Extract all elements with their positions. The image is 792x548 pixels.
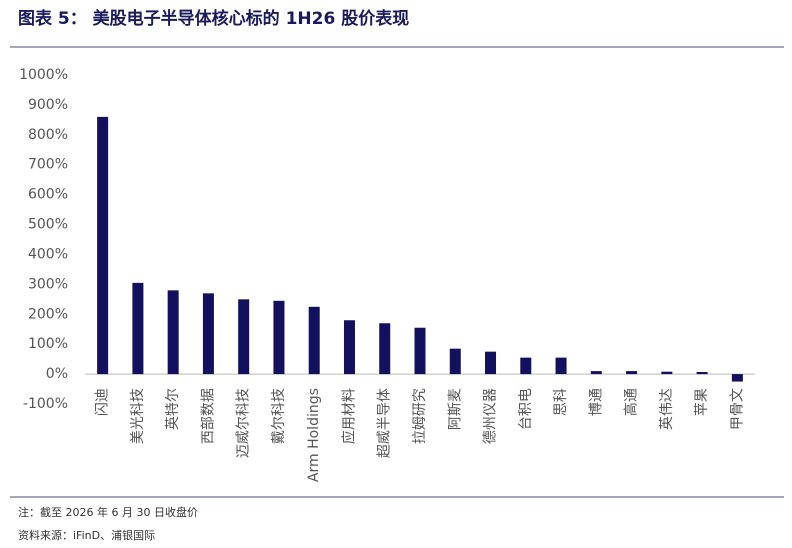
bar [167,290,179,375]
bar [449,348,461,375]
x-tick-label: 台积电 [518,388,534,430]
bar [414,327,426,375]
bar [343,320,355,375]
bar [731,374,743,382]
y-tick-label: 500% [28,217,68,233]
x-tick-label: 甲骨文 [729,388,745,430]
x-tick-label: 戴尔科技 [271,388,287,444]
x-tick-label: 阿斯麦 [447,388,463,430]
y-tick-label: 700% [28,157,68,173]
source: 资料来源：iFinD、浦银国际 [18,528,155,542]
y-tick-label: 300% [28,276,68,292]
y-tick-label: 100% [28,336,68,352]
x-tick-label: 超威半导体 [377,388,393,458]
x-tick-label: 英伟达 [658,388,675,430]
y-tick-label: 0% [46,366,68,382]
y-tick-label: 1000% [19,67,68,83]
x-tick-label: 应用材料 [340,388,357,444]
bar [97,116,109,375]
x-tick-label: Arm Holdings [306,388,322,482]
bar [379,323,391,375]
x-tick-label: 高通 [623,388,640,416]
footnote: 注：截至 2026 年 6 月 30 日收盘价 [18,505,198,519]
x-tick-label: 西部数据 [200,388,216,444]
bar [661,371,673,375]
bar [590,371,602,375]
x-tick-label: 迈威尔科技 [236,388,252,458]
x-tick-label: 德州仪器 [483,388,499,444]
x-tick-label: 英特尔 [164,388,181,430]
x-tick-label: 闪迪 [95,388,111,416]
bar [696,371,708,375]
y-tick-label: 200% [28,306,68,322]
bar [132,282,144,375]
y-tick-label: 800% [28,127,68,143]
bar [626,371,638,375]
bar [308,306,320,375]
x-tick-label: 拉姆研究 [412,388,428,444]
x-tick-label: 苹果 [694,388,710,416]
bar [202,293,214,375]
y-tick-label: -100% [23,396,68,412]
y-tick-label: 600% [28,187,68,203]
chart-title: 图表 5： 美股电子半导体核心标的 1H26 股价表现 [18,8,409,29]
y-tick-label: 400% [28,246,68,262]
bar [273,300,285,375]
bar [238,299,250,375]
bar [520,357,532,375]
bar [485,351,497,375]
x-tick-label: 博通 [587,388,604,416]
x-tick-label: 美光科技 [130,388,146,444]
bar [555,357,567,375]
y-tick-label: 900% [28,97,68,113]
x-tick-label: 思科 [553,388,569,416]
